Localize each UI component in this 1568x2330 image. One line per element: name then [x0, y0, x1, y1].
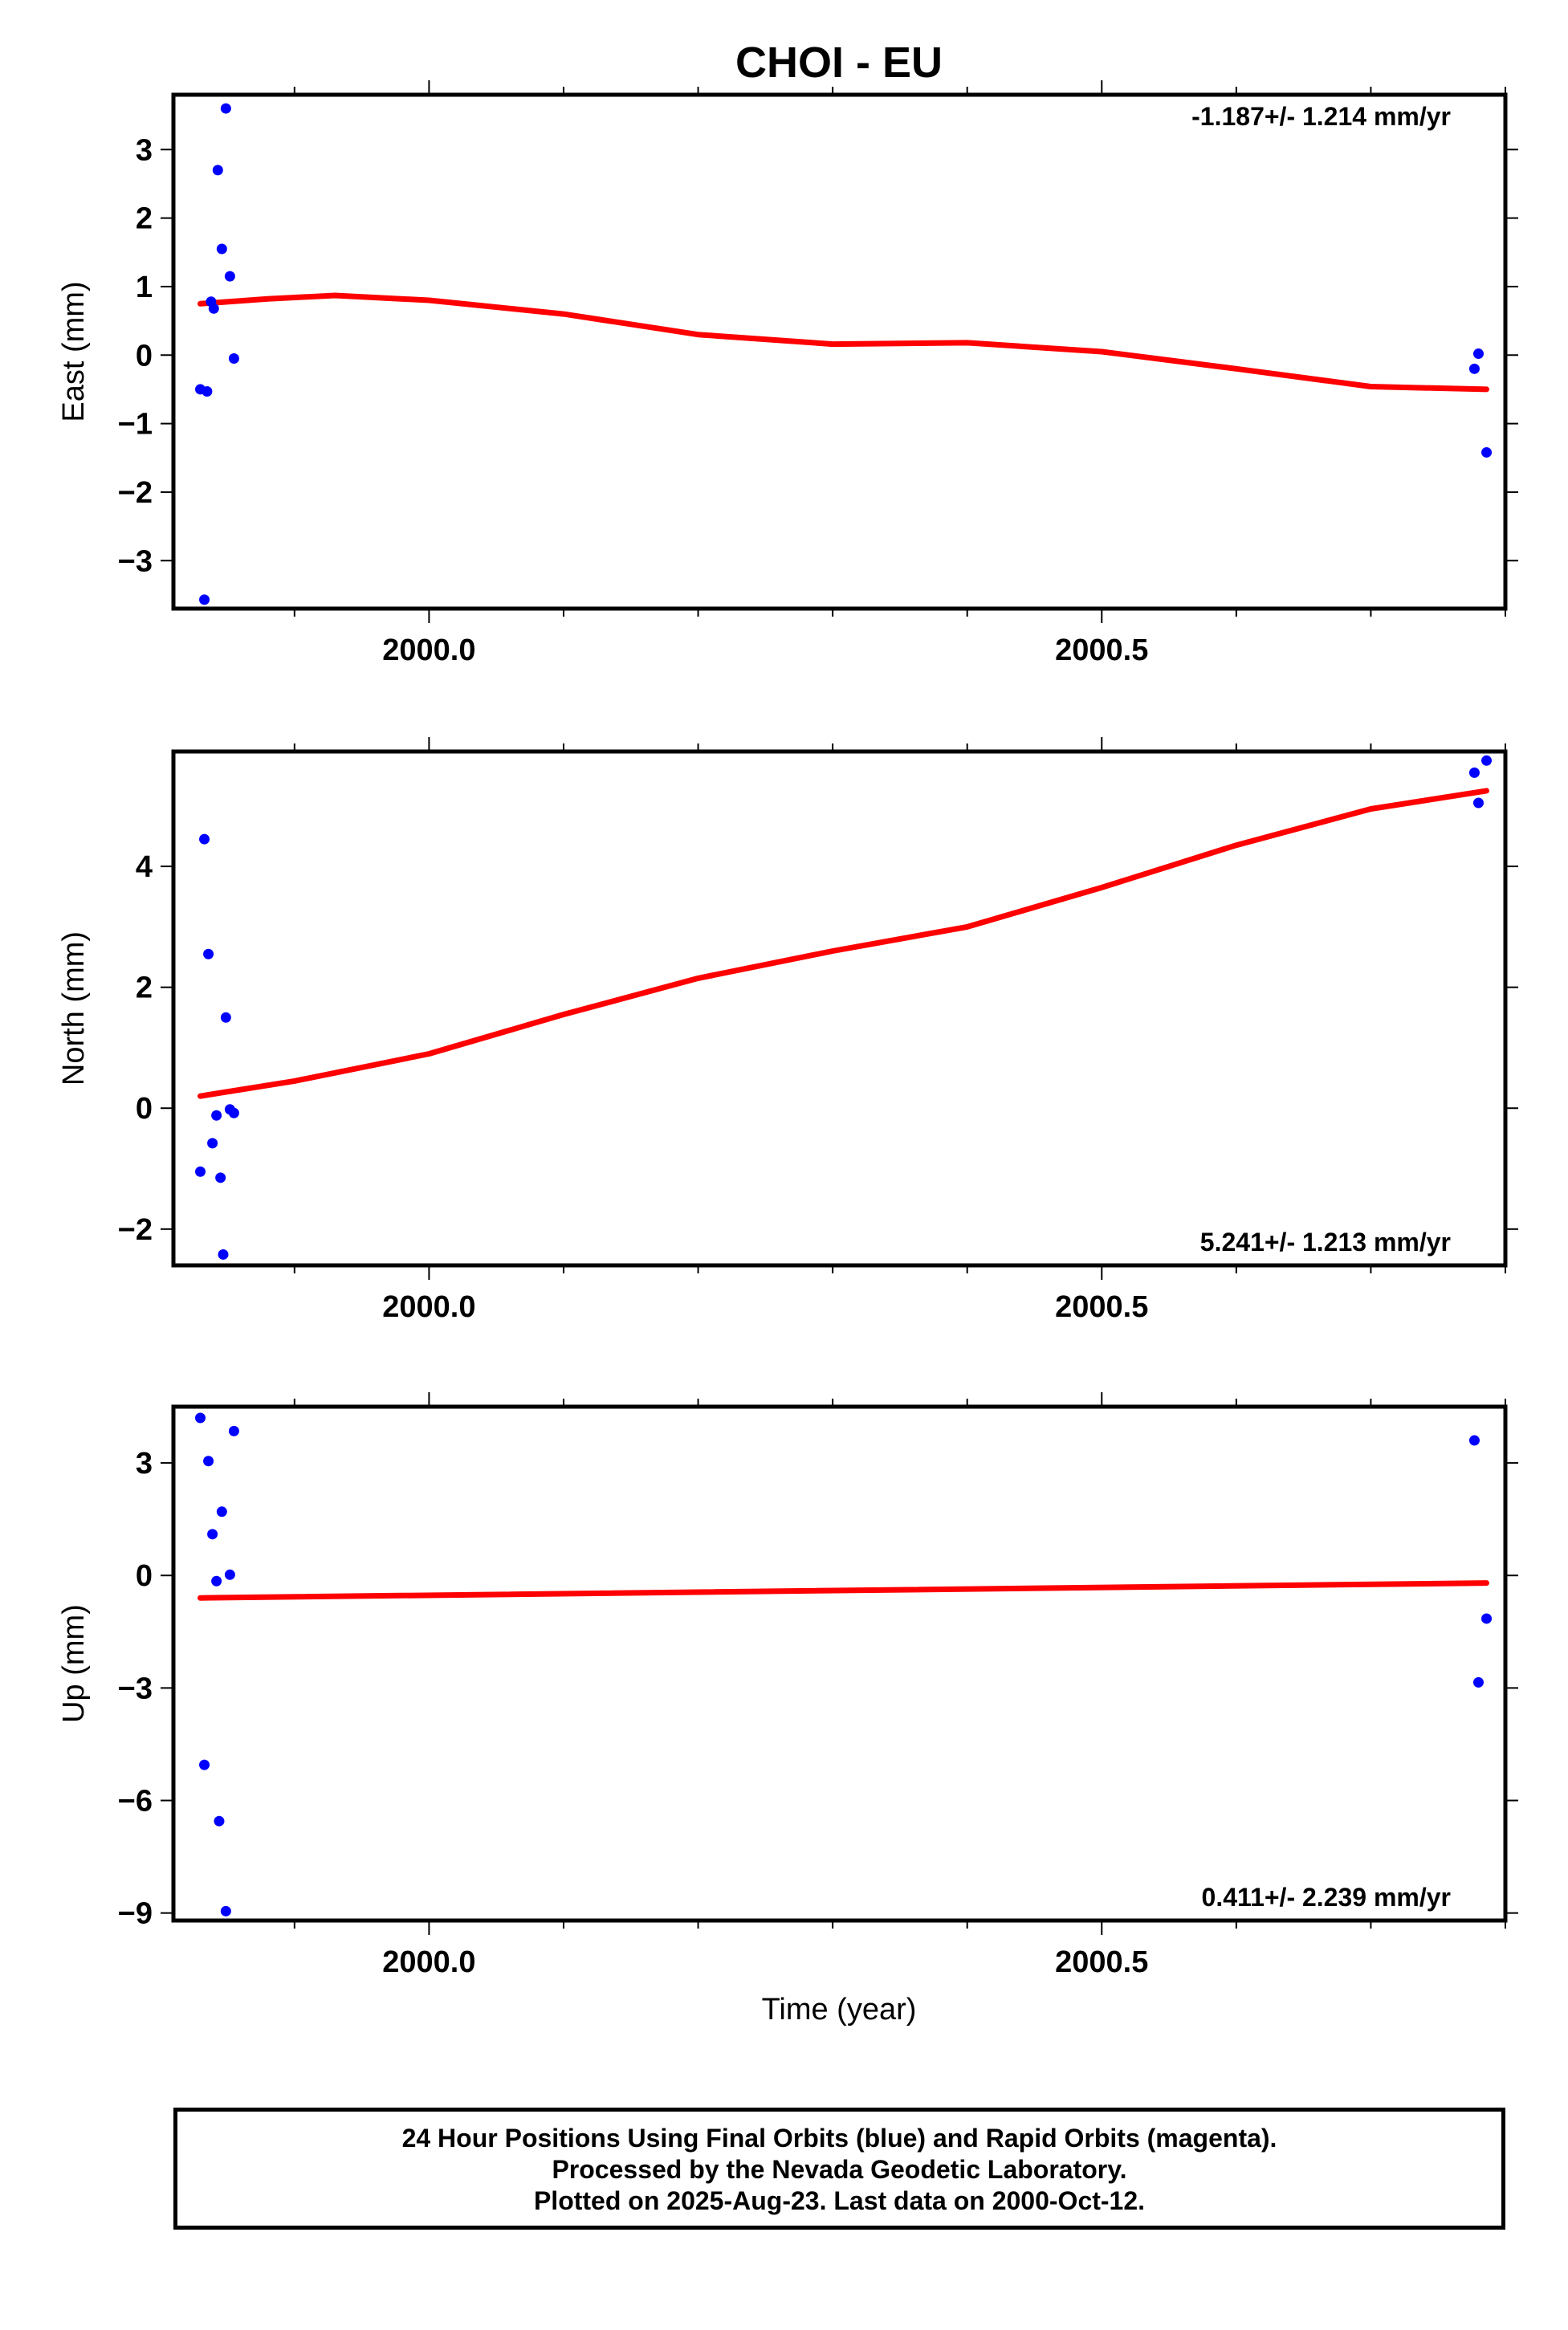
rate-annotation: 0.411+/- 2.239 mm/yr [1202, 1883, 1451, 1912]
data-point [212, 165, 223, 176]
data-point [203, 1456, 214, 1467]
y-tick-label: 4 [136, 850, 153, 884]
y-tick-label: 3 [136, 1447, 153, 1481]
east-panel: 2000.0 2000.5 −3 −2 −1 0 1 2 3 East (mm) -1.187+/-… [57, 80, 1518, 667]
y-tick-label: 0 [136, 1559, 153, 1593]
x-tick-label: 2000.5 [1055, 633, 1148, 667]
data-point [207, 1138, 218, 1149]
data-point [215, 1172, 226, 1183]
y-tick-label: −9 [118, 1897, 153, 1931]
data-point [1468, 1435, 1480, 1446]
y-tick-label: 1 [136, 271, 153, 304]
data-point [1468, 363, 1480, 374]
y-tick-label: −3 [118, 544, 153, 578]
data-point [195, 1412, 206, 1424]
plot-frame [171, 92, 1508, 611]
y-tick-label: 2 [136, 202, 153, 236]
y-tick-label: 2 [136, 972, 153, 1005]
data-point [1481, 755, 1493, 766]
x-axis-label: Time (year) [762, 1993, 917, 2027]
data-point [220, 1905, 231, 1917]
x-tick-label: 2000.5 [1055, 1290, 1148, 1324]
footer-line-1: 24 Hour Positions Using Final Orbits (bl… [401, 2124, 1277, 2153]
fit-line [198, 292, 1489, 393]
rate-annotation: -1.187+/- 1.214 mm/yr [1191, 102, 1451, 131]
y-axis-label: North (mm) [57, 931, 91, 1086]
data-point [207, 1529, 218, 1540]
y-tick-label: 3 [136, 133, 153, 167]
footer-box: 24 Hour Positions Using Final Orbits (bl… [173, 2108, 1505, 2230]
north-panel: 2000.0 2000.5 −2 0 2 4 North (mm) 5.241+/- 1.21… [57, 737, 1518, 1324]
x-tick-label: 2000.0 [382, 1290, 475, 1324]
fit-line [198, 1580, 1489, 1601]
data-point [195, 1166, 206, 1177]
data-point [1481, 1613, 1493, 1624]
data-point [214, 1815, 225, 1827]
data-point [1472, 348, 1484, 360]
data-point [1481, 446, 1493, 458]
data-point [199, 594, 210, 605]
y-tick-label: −1 [118, 408, 153, 442]
data-point [203, 948, 214, 959]
y-tick-label: −2 [118, 1213, 153, 1247]
data-point [224, 1569, 235, 1580]
x-tick-label: 2000.0 [382, 1945, 475, 1979]
footer-line-2: Processed by the Nevada Geodetic Laborat… [552, 2155, 1127, 2184]
data-point [211, 1575, 222, 1587]
footer-line-3: Plotted on 2025-Aug-23. Last data on 200… [533, 2186, 1146, 2215]
data-point [199, 1759, 210, 1770]
y-tick-label: −6 [118, 1785, 153, 1819]
data-point [224, 271, 235, 282]
y-tick-label: −3 [118, 1672, 153, 1705]
data-point [228, 1425, 239, 1436]
data-point [202, 385, 213, 397]
y-tick-label: −2 [118, 476, 153, 510]
y-tick-label: 0 [136, 339, 153, 373]
up-panel: 2000.0 2000.5 −9 −6 −3 0 3 Up (mm) 0.411+/- 2.23… [57, 1392, 1518, 1979]
data-point [208, 303, 219, 314]
data-point [199, 833, 210, 845]
plot-frame [171, 749, 1508, 1268]
plot-frame [171, 1404, 1508, 1923]
data-point [220, 103, 231, 114]
data-point [220, 1012, 231, 1023]
fit-line [198, 788, 1489, 1099]
y-axis-label: East (mm) [57, 281, 91, 422]
rate-annotation: 5.241+/- 1.213 mm/yr [1200, 1228, 1451, 1257]
data-point [216, 243, 227, 255]
data-point [211, 1110, 222, 1121]
data-point [1472, 797, 1484, 809]
figure-title: CHOI - EU [735, 39, 943, 87]
y-axis-label: Up (mm) [57, 1604, 91, 1723]
data-point [218, 1249, 229, 1260]
data-point [228, 353, 239, 365]
data-point [1468, 767, 1480, 778]
x-tick-label: 2000.0 [382, 633, 475, 667]
data-point [216, 1506, 227, 1517]
y-tick-label: 0 [136, 1092, 153, 1126]
data-point [228, 1107, 239, 1118]
data-point [1472, 1676, 1484, 1688]
x-tick-label: 2000.5 [1055, 1945, 1148, 1979]
